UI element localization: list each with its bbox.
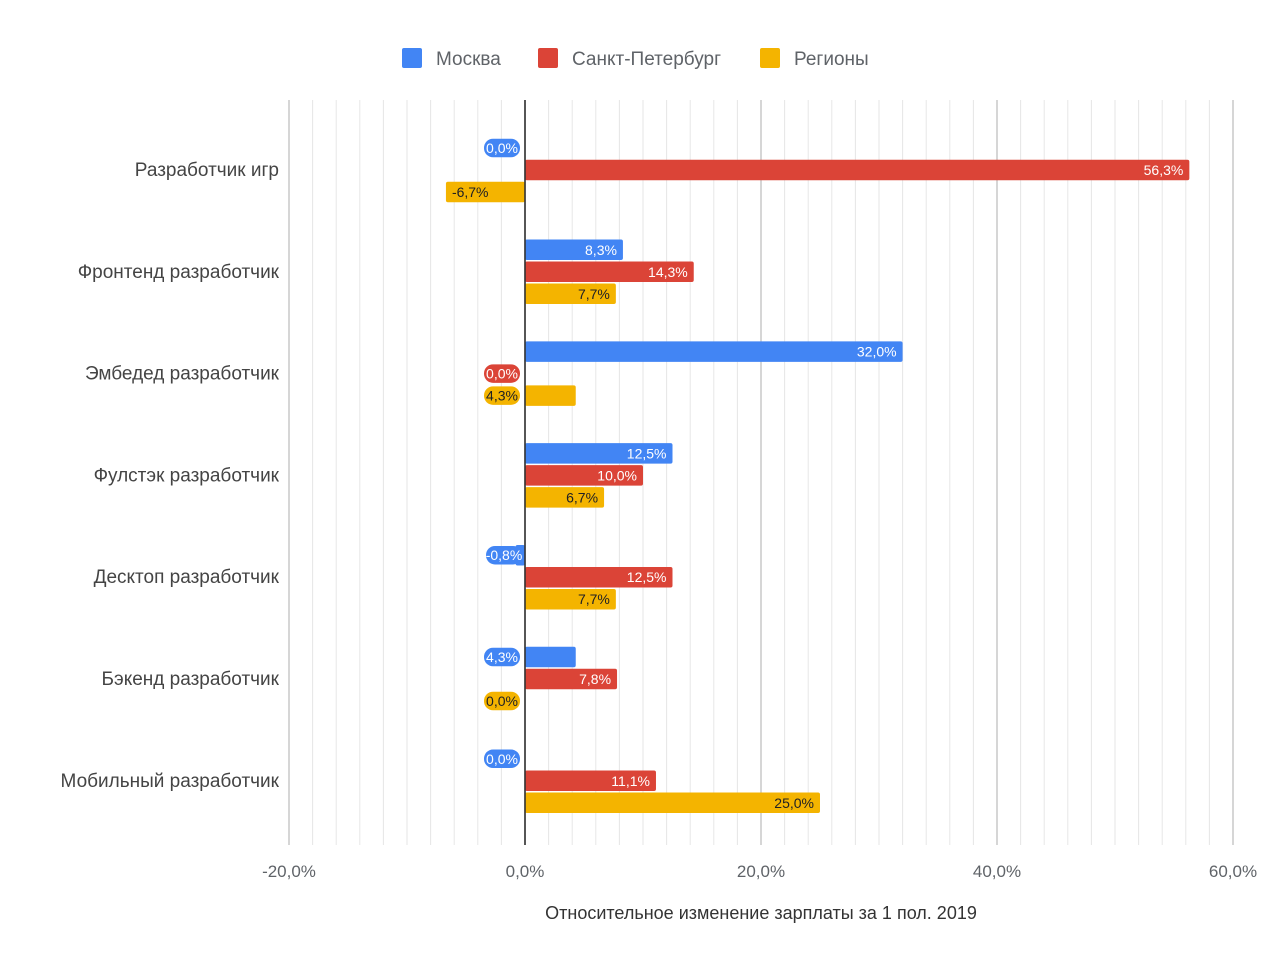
bar-3-1 — [445, 181, 525, 203]
category-label-6: Бэкенд разработчик — [102, 669, 280, 690]
data-label-3-6: 0,0% — [486, 693, 518, 709]
data-label-pill-3-6 — [484, 691, 520, 711]
data-label-1-3: 32,0% — [857, 344, 897, 360]
category-label-5: Десктоп разработчик — [94, 567, 280, 588]
legend-label-2: Санкт-Петербург — [572, 49, 721, 70]
bar-1-2 — [525, 239, 623, 261]
data-label-2-2: 14,3% — [648, 264, 688, 280]
category-label-7: Мобильный разработчик — [61, 771, 280, 792]
bar-3-7 — [525, 792, 820, 814]
bar-3-3 — [525, 385, 576, 406]
x-tick-labels: -20,0% 0,0% 20,0% 40,0% 60,0% — [262, 862, 1257, 881]
bar-2-6 — [525, 668, 618, 690]
bar-3-2 — [525, 283, 616, 305]
data-label-pill-2-3 — [484, 364, 520, 383]
bar-2-1 — [525, 159, 1190, 181]
data-label-pill-1-7 — [484, 749, 520, 769]
data-label-1-2: 8,3% — [585, 242, 617, 258]
x-tick-label: -20,0% — [262, 862, 316, 881]
data-label-pill-1-6 — [484, 647, 520, 667]
legend-label-1: Москва — [436, 49, 501, 70]
legend: Москва Санкт-Петербург Регионы — [402, 48, 869, 70]
data-label-1-7: 0,0% — [486, 751, 518, 767]
bar-2-2 — [525, 261, 694, 283]
x-tick-label: 20,0% — [737, 862, 785, 881]
category-labels: Разработчик игр Фронтенд разработчик Эмбед… — [61, 160, 280, 792]
category-label-1: Разработчик игр — [135, 160, 279, 181]
data-label-1-6: 4,3% — [486, 649, 518, 665]
bar-1-6 — [525, 646, 576, 668]
data-labels: 0,0% 56,3% -6,7% 8,3% 14,3% 7,7% 32,0% 0,0% 4,3%… — [452, 138, 1184, 811]
data-label-2-7: 11,1% — [611, 773, 650, 789]
data-label-1-5: -0,8% — [486, 547, 523, 563]
data-label-3-3: 4,3% — [486, 388, 518, 404]
data-label-pill-3-3 — [484, 386, 520, 405]
data-label-2-5: 12,5% — [627, 569, 667, 585]
legend-label-3: Регионы — [794, 49, 869, 70]
data-label-2-4: 10,0% — [597, 467, 637, 483]
x-axis-title: Относительное изменение зарплаты за 1 по… — [545, 903, 977, 923]
x-tick-label: 40,0% — [973, 862, 1021, 881]
category-label-4: Фулстэк разработчик — [94, 465, 280, 486]
bar-3-5 — [525, 588, 616, 610]
data-label-2-6: 7,8% — [579, 671, 611, 687]
legend-swatch-3 — [760, 48, 780, 68]
bar-2-4 — [525, 465, 643, 486]
category-label-3: Эмбедед разработчик — [85, 364, 280, 385]
data-label-3-5: 7,7% — [578, 591, 610, 607]
data-label-1-1: 0,0% — [486, 140, 518, 156]
legend-swatch-1 — [402, 48, 422, 68]
bar-3-4 — [525, 487, 605, 508]
bar-1-3 — [525, 341, 903, 362]
data-label-2-1: 56,3% — [1144, 162, 1184, 178]
grid-lines — [288, 100, 1234, 845]
bar-2-7 — [525, 770, 656, 792]
x-tick-label: 0,0% — [506, 862, 545, 881]
data-label-3-1: -6,7% — [452, 184, 489, 200]
data-label-1-4: 12,5% — [627, 445, 667, 461]
data-label-pill-1-1 — [484, 138, 520, 158]
data-label-3-4: 6,7% — [566, 489, 598, 505]
legend-swatch-2 — [538, 48, 558, 68]
bars — [445, 159, 1190, 814]
data-label-pill-1-5 — [486, 545, 522, 565]
data-label-2-3: 0,0% — [486, 366, 518, 382]
category-label-2: Фронтенд разработчик — [78, 262, 280, 283]
data-label-3-7: 25,0% — [774, 795, 814, 811]
bar-2-5 — [525, 566, 673, 588]
data-label-3-2: 7,7% — [578, 286, 610, 302]
bar-1-4 — [525, 443, 673, 464]
x-tick-label: 60,0% — [1209, 862, 1257, 881]
